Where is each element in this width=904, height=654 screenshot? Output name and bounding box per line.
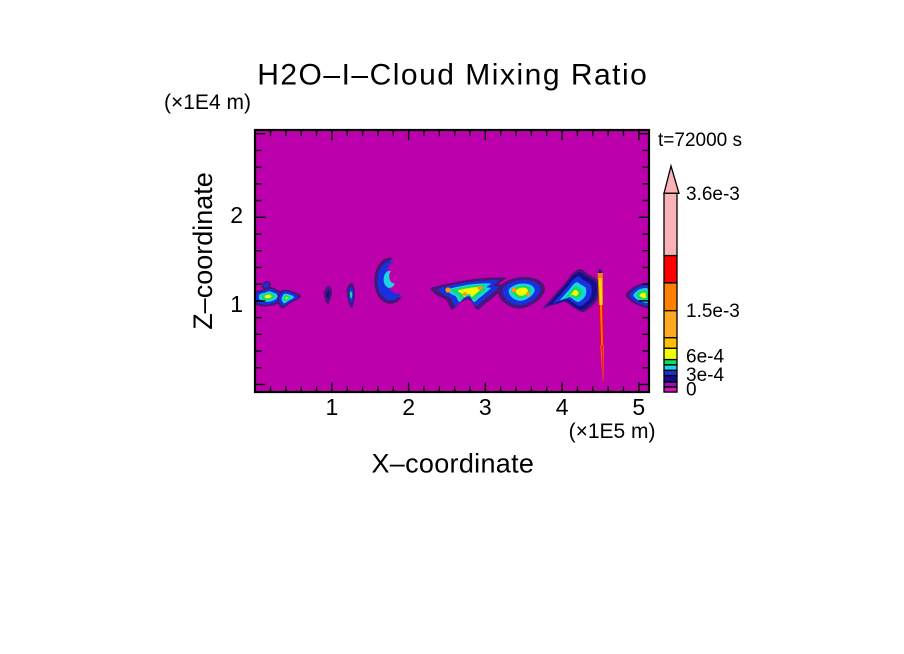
svg-text:3: 3 <box>479 394 492 420</box>
svg-text:0: 0 <box>686 380 697 401</box>
svg-text:4: 4 <box>556 394 569 420</box>
svg-text:H2O–I–Cloud Mixing Ratio: H2O–I–Cloud Mixing Ratio <box>257 58 648 91</box>
svg-text:1: 1 <box>326 394 339 420</box>
svg-text:t=72000 s: t=72000 s <box>658 130 742 151</box>
svg-text:1: 1 <box>230 291 243 317</box>
svg-text:Z–coordinate: Z–coordinate <box>188 172 218 330</box>
svg-text:(×1E4 m): (×1E4 m) <box>164 91 251 114</box>
svg-text:2: 2 <box>402 394 415 420</box>
svg-text:(×1E5 m): (×1E5 m) <box>569 420 656 443</box>
svg-text:1.5e-3: 1.5e-3 <box>686 301 740 322</box>
svg-text:2: 2 <box>230 202 243 228</box>
svg-text:X–coordinate: X–coordinate <box>372 449 535 479</box>
svg-text:3.6e-3: 3.6e-3 <box>686 184 740 205</box>
svg-text:5: 5 <box>632 394 645 420</box>
